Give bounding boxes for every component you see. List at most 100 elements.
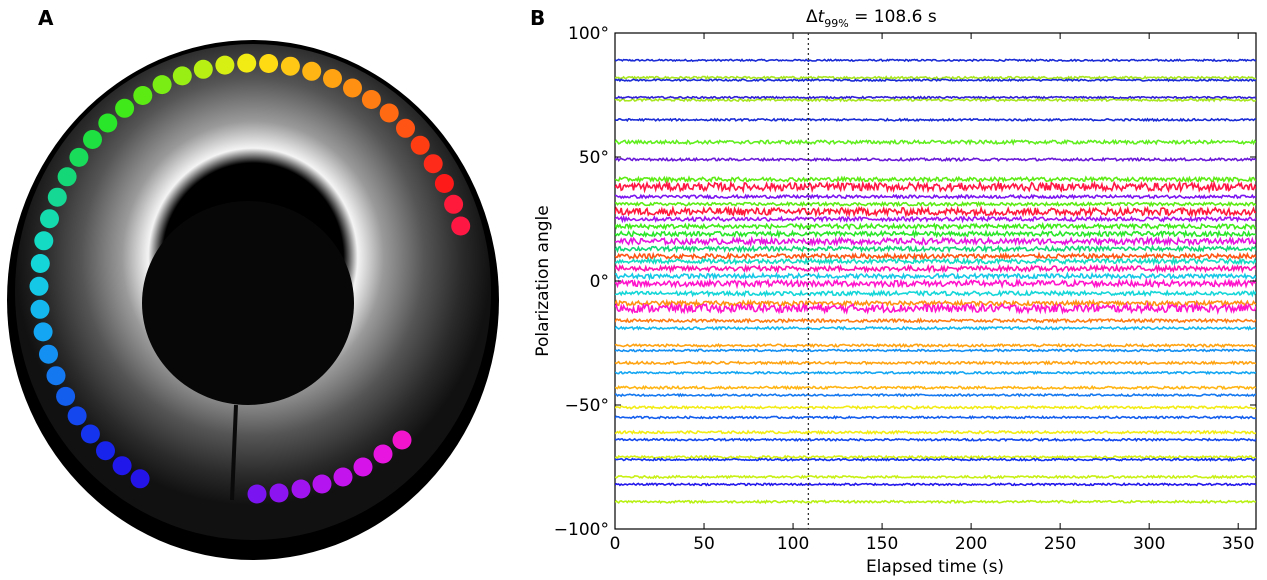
series-line [615, 301, 1256, 316]
spot [343, 78, 362, 98]
spot [47, 187, 67, 207]
series-line [615, 221, 1256, 232]
series-line [615, 404, 1256, 411]
series-line [615, 95, 1256, 100]
analysis-spots [29, 53, 471, 504]
x-tick-label: 150 [866, 534, 898, 554]
series-line [615, 175, 1256, 184]
series-line [615, 370, 1256, 376]
spot [451, 216, 471, 236]
y-axis-label: Polarization angle [533, 205, 553, 356]
spot [40, 209, 59, 229]
series-line [615, 228, 1256, 239]
series-line [615, 437, 1256, 443]
series-line [615, 384, 1256, 391]
y-tick-label: 100° [568, 24, 609, 44]
series-line [615, 244, 1256, 254]
series-line [615, 429, 1256, 436]
spot [133, 86, 153, 105]
series-line [615, 205, 1256, 219]
x-tick-label: 200 [955, 534, 987, 554]
spot [83, 130, 102, 149]
series-line [615, 499, 1256, 505]
polarization-image-panel [7, 40, 499, 560]
spot [98, 113, 118, 133]
spot [291, 479, 311, 499]
spot [193, 59, 213, 79]
series-line [615, 298, 1256, 308]
spot [323, 69, 342, 88]
series-line [615, 415, 1256, 420]
spot [312, 474, 332, 494]
series-line [615, 454, 1256, 460]
series-line [615, 75, 1256, 81]
spot [259, 54, 279, 73]
series-line [615, 348, 1256, 353]
spot [152, 75, 172, 95]
spot [392, 430, 412, 450]
spot [333, 467, 353, 487]
spot [96, 441, 115, 461]
spot [247, 484, 267, 504]
series-line [615, 255, 1256, 267]
series-line [615, 263, 1256, 274]
spot [353, 457, 373, 477]
series-line [615, 235, 1256, 248]
spot [172, 66, 192, 86]
spot [29, 276, 49, 296]
y-tick-label: 50° [579, 148, 609, 168]
spot [269, 483, 289, 503]
annotation-text: Δt99% = 108.6 s [806, 7, 937, 30]
series-line [615, 214, 1256, 224]
series-line [615, 97, 1256, 103]
series-line [615, 156, 1256, 163]
spot [396, 118, 415, 138]
series-line [615, 271, 1256, 281]
axis-ticks: 0 50 100 150 200 250 300 350 −100° −50° 0° 50° 100° [554, 24, 1256, 554]
x-tick-label: 300 [1133, 534, 1165, 554]
spot [434, 174, 454, 193]
series-line [615, 200, 1256, 208]
spot [112, 456, 132, 476]
x-axis-label: Elapsed time (s) [866, 557, 1004, 577]
x-tick-label: 350 [1222, 534, 1254, 554]
spot [444, 194, 464, 214]
occluder-stem [230, 404, 238, 501]
series-line [615, 277, 1256, 290]
spot [115, 98, 135, 118]
spot [373, 444, 393, 464]
spot [379, 103, 399, 123]
series-line [615, 138, 1256, 146]
series-line [615, 482, 1256, 487]
panel-a-label: A [38, 6, 54, 30]
x-tick-label: 250 [1044, 534, 1076, 554]
series-line [615, 58, 1256, 63]
y-tick-label: −50° [565, 396, 609, 416]
series-line [615, 179, 1256, 194]
spot [30, 254, 50, 273]
spot [69, 147, 89, 167]
series-line [615, 289, 1256, 298]
polarization-chart: 0 50 100 150 200 250 300 350−100°−50°0°50°100° … [533, 7, 1257, 577]
spot [30, 299, 50, 319]
spot [80, 424, 100, 444]
spot [237, 53, 257, 73]
series-line [615, 193, 1256, 200]
series-line [615, 342, 1256, 349]
series-line [615, 392, 1256, 398]
spot [67, 406, 87, 426]
series-line [615, 251, 1256, 262]
spot [215, 55, 235, 75]
spot [423, 154, 443, 174]
spot [410, 135, 430, 155]
series-line [615, 117, 1256, 123]
spot [130, 469, 150, 489]
spot [280, 56, 300, 76]
panel-b-label: B [530, 6, 546, 30]
series-line [615, 457, 1256, 462]
spot [39, 344, 58, 364]
series-line [615, 474, 1256, 480]
spot [302, 61, 322, 81]
series-line [615, 78, 1256, 83]
